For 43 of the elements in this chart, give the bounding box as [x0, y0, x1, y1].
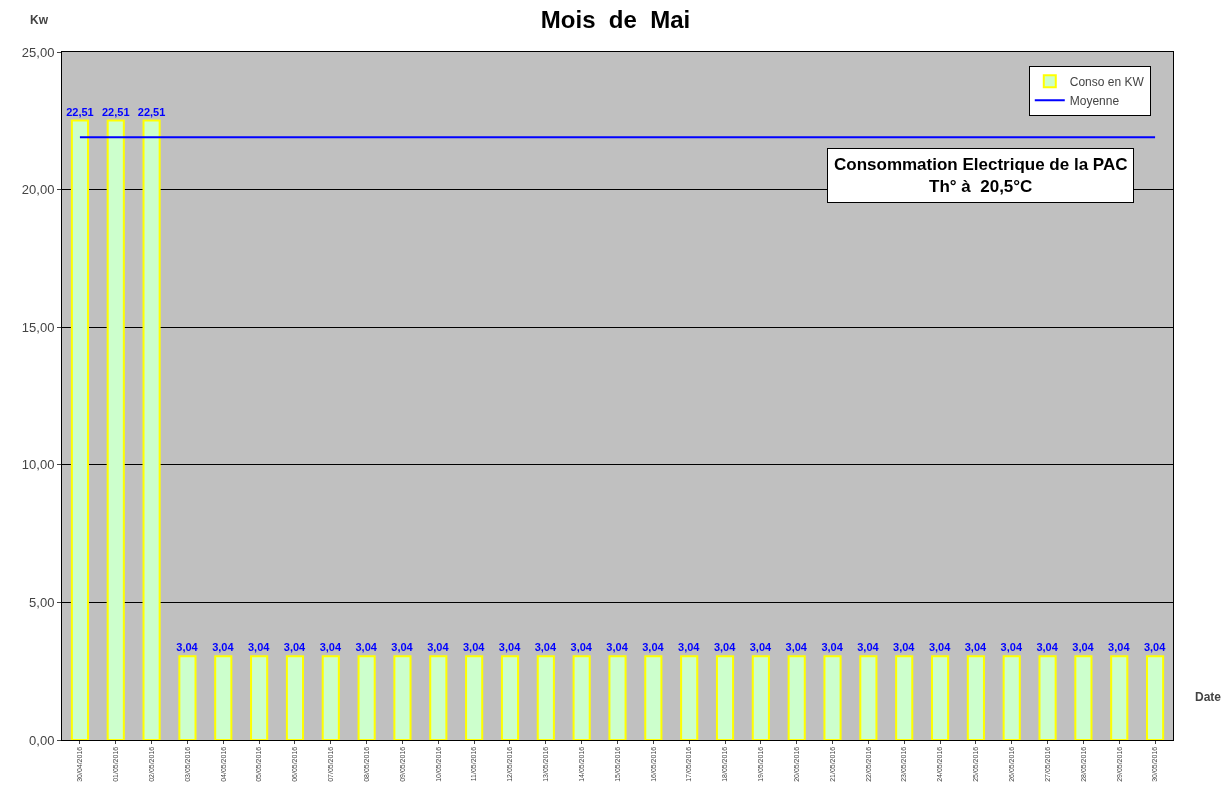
- data-label: 3,04: [1108, 641, 1131, 654]
- legend-label: Moyenne: [1069, 93, 1120, 108]
- annotation: Consommation Electrique de la PAC Th° à 20,5°C: [834, 155, 1128, 197]
- data-label: 3,04: [355, 641, 378, 654]
- data-label: 3,04: [570, 641, 593, 654]
- data-label: 3,04: [785, 641, 808, 654]
- data-label: 3,04: [678, 641, 701, 654]
- data-label: 3,04: [893, 641, 916, 654]
- data-label: 3,04: [1143, 641, 1167, 654]
- y-tick-label: 0,00: [29, 732, 55, 748]
- data-label: 22,51: [137, 105, 166, 118]
- data-label: 3,04: [534, 641, 557, 654]
- y-tick-label: 25,00: [21, 44, 55, 60]
- data-label: 3,04: [391, 641, 414, 654]
- y-tick-label: 10,00: [21, 457, 55, 473]
- y-tick-label: 20,00: [21, 182, 55, 198]
- data-label: 3,04: [463, 641, 486, 654]
- legend-label: Conso en KW: [1069, 74, 1145, 89]
- data-label: 3,04: [713, 641, 737, 654]
- data-label: 3,04: [1072, 641, 1095, 654]
- data-label: 3,04: [928, 641, 952, 654]
- data-label: 22,51: [101, 105, 130, 118]
- data-label: 3,04: [427, 641, 450, 654]
- data-label: 3,04: [606, 641, 629, 654]
- y-tick-label: 15,00: [21, 319, 55, 335]
- data-label: 3,04: [176, 641, 199, 654]
- y-tick-label: 5,00: [29, 594, 55, 610]
- data-label: 3,04: [212, 641, 235, 654]
- data-label: 3,04: [1036, 641, 1059, 654]
- data-label: 3,04: [642, 641, 665, 654]
- x-axis-title: Date: [1195, 690, 1222, 704]
- data-label: 22,51: [66, 105, 94, 118]
- data-label: 3,04: [247, 641, 271, 654]
- data-label: 3,04: [283, 641, 307, 654]
- data-label: 3,04: [857, 641, 880, 654]
- data-label: 3,04: [1000, 641, 1023, 654]
- data-label: 3,04: [319, 641, 342, 654]
- data-label: 3,04: [964, 641, 988, 654]
- data-label: 3,04: [498, 641, 522, 654]
- y-axis-title: Kw: [30, 13, 49, 27]
- chart-title: Mois de Mai: [540, 6, 691, 34]
- data-label: 3,04: [821, 641, 844, 654]
- data-label: 3,04: [749, 641, 772, 654]
